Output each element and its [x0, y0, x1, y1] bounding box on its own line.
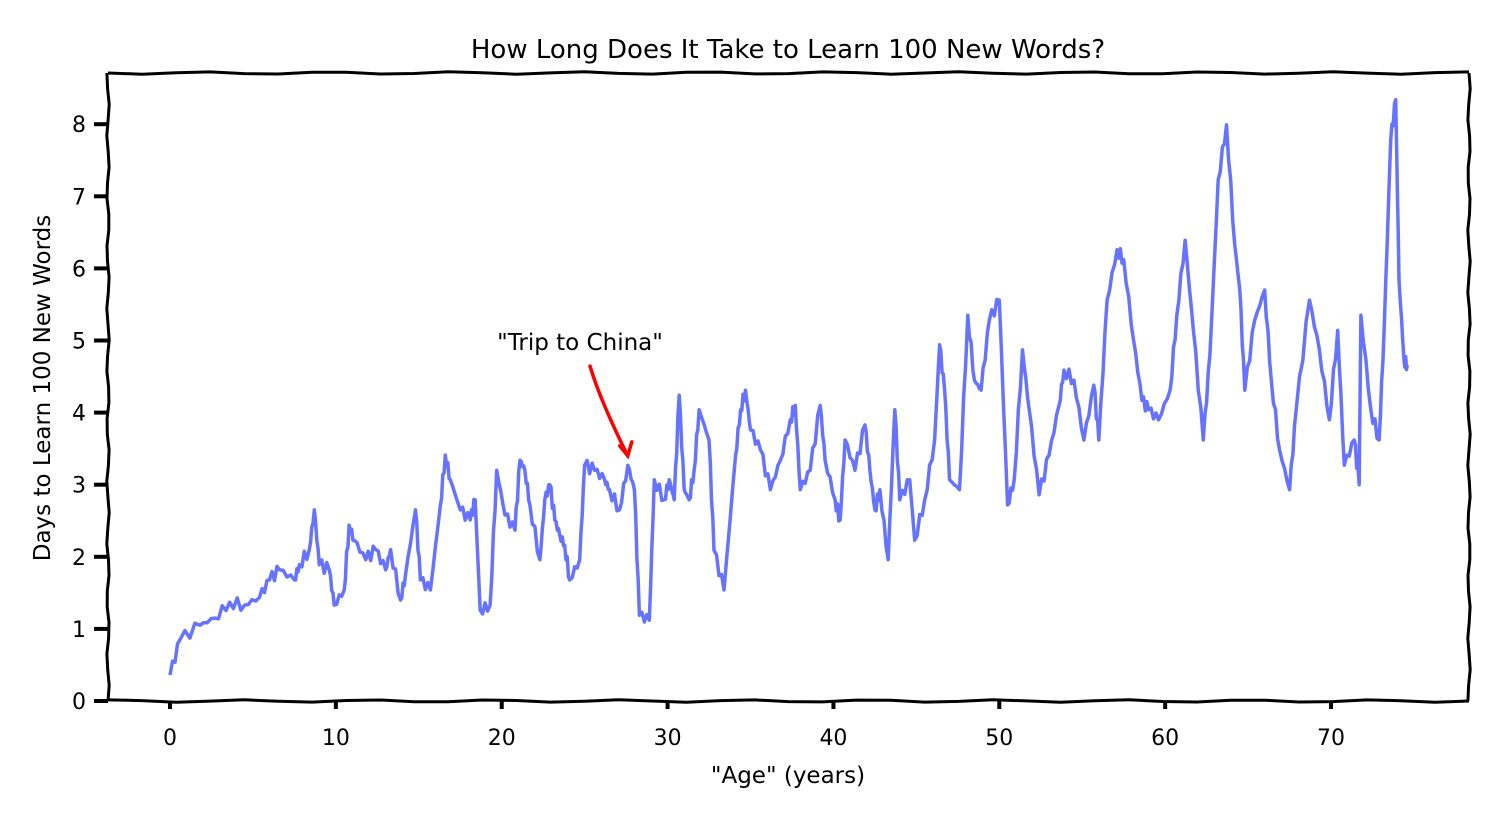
- y-tick-label: 6: [72, 257, 86, 282]
- frame-right: [1466, 72, 1472, 702]
- x-tick-label: 10: [322, 726, 350, 751]
- y-tick-label: 4: [72, 402, 86, 427]
- series-line: [168, 97, 1410, 676]
- x-tick-label: 0: [163, 726, 177, 751]
- frame-bottom: [107, 698, 1470, 704]
- x-tick-label: 60: [1151, 726, 1179, 751]
- annotation-arrow: [588, 364, 634, 460]
- x-tick-label: 50: [985, 726, 1013, 751]
- y-tick-label: 0: [72, 690, 86, 715]
- x-tick-label: 30: [654, 726, 682, 751]
- y-tick-label: 1: [72, 618, 86, 643]
- x-tick-label: 40: [819, 726, 847, 751]
- annotation-text: "Trip to China": [497, 330, 663, 356]
- frame-top: [107, 70, 1470, 76]
- y-axis-label: Days to Learn 100 New Words: [30, 215, 56, 562]
- x-axis-label: "Age" (years): [711, 763, 865, 789]
- x-tick-label: 20: [488, 726, 516, 751]
- plot-frame: [105, 70, 1472, 704]
- chart-title: How Long Does It Take to Learn 100 New W…: [471, 35, 1105, 65]
- x-tick-label: 70: [1317, 726, 1345, 751]
- y-tick-label: 3: [72, 474, 86, 499]
- y-tick-label: 2: [72, 546, 86, 571]
- y-tick-label: 7: [72, 185, 86, 210]
- axis-ticks: 0 10 20 30 40 50 60 70 0 1 2 3 4 5 6 7 8: [72, 113, 1345, 751]
- y-tick-label: 5: [72, 330, 86, 355]
- annotation: "Trip to China": [497, 330, 663, 460]
- y-tick-label: 8: [72, 113, 86, 138]
- frame-left: [105, 72, 111, 702]
